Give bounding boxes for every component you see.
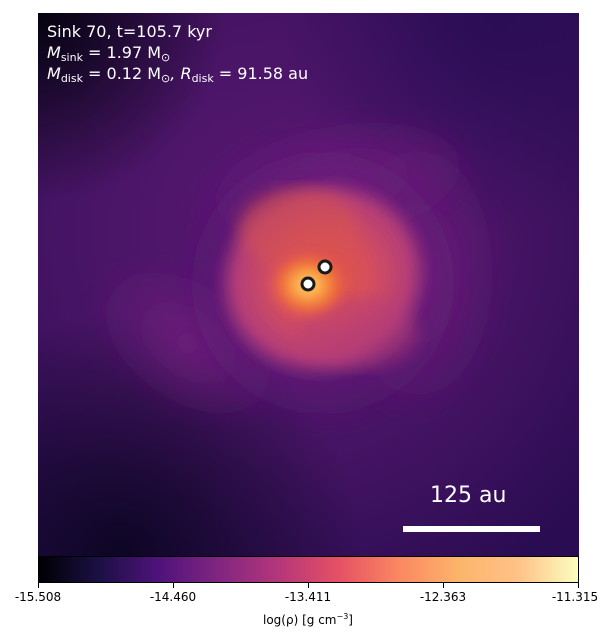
disk-properties: Mdisk = 0.12 M⊙, Rdisk = 91.58 au (47, 64, 309, 85)
sink-marker (300, 276, 316, 292)
scale-bar-label: 125 au (430, 483, 507, 508)
colorbar-label: log(ρ) [g cm−3] (263, 612, 353, 627)
colorbar (38, 556, 579, 583)
colorbar-tick-label: -15.508 (14, 590, 62, 604)
colorbar-tick-label: -12.363 (419, 590, 467, 604)
colorbar-tick-label: -13.411 (284, 590, 332, 604)
scale-bar (403, 526, 540, 532)
colorbar-tick (308, 583, 309, 588)
colorbar-tick (173, 583, 174, 588)
colorbar-tick (443, 583, 444, 588)
sink-marker (317, 259, 333, 275)
colorbar-tick (578, 583, 579, 588)
density-image (38, 13, 579, 556)
colorbar-tick-label: -14.460 (149, 590, 197, 604)
density-map: Sink 70, t=105.7 kyr Msink = 1.97 M⊙ Mdi… (38, 13, 579, 556)
colorbar-tick (38, 583, 39, 588)
sink-title: Sink 70, t=105.7 kyr (47, 22, 212, 41)
sink-mass: Msink = 1.97 M⊙ (47, 43, 171, 64)
colorbar-tick-label: -11.315 (551, 590, 599, 604)
